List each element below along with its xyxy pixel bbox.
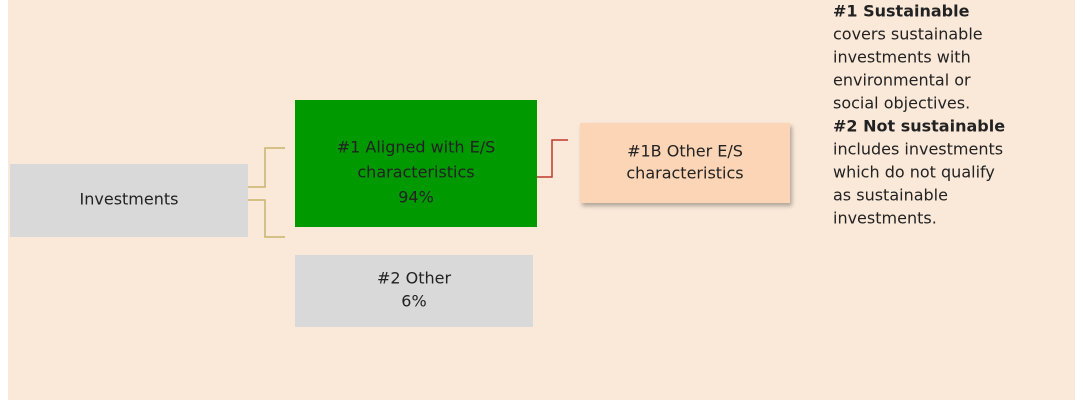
legend-text: investments. bbox=[833, 209, 937, 228]
legend-term: #2 Not sustainable bbox=[833, 117, 1005, 136]
legend-text: covers sustainable bbox=[833, 25, 983, 44]
node-label: #2 Other bbox=[377, 269, 452, 288]
node-other bbox=[295, 255, 533, 327]
node-aligned bbox=[295, 100, 537, 227]
legend-text: environmental or bbox=[833, 71, 971, 90]
legend-text: investments with bbox=[833, 48, 971, 67]
node-label: 94% bbox=[398, 188, 434, 207]
node-label: 6% bbox=[401, 292, 426, 311]
legend-term: #1 Sustainable bbox=[833, 2, 970, 21]
connector bbox=[248, 147, 285, 238]
node-label: #1B Other E/S bbox=[627, 142, 743, 161]
connector bbox=[537, 139, 568, 178]
node-label: #1 Aligned with E/S bbox=[337, 138, 496, 157]
legend-text: as sustainable bbox=[833, 186, 948, 205]
legend-text: which do not qualify bbox=[833, 163, 995, 182]
node-label: characteristics bbox=[357, 163, 474, 182]
legend-text: social objectives. bbox=[833, 94, 970, 113]
node-label: Investments bbox=[80, 190, 179, 209]
node-label: characteristics bbox=[626, 164, 743, 183]
node-investments bbox=[10, 164, 248, 237]
node-other-es bbox=[580, 123, 790, 203]
legend-text: includes investments bbox=[833, 140, 1003, 159]
